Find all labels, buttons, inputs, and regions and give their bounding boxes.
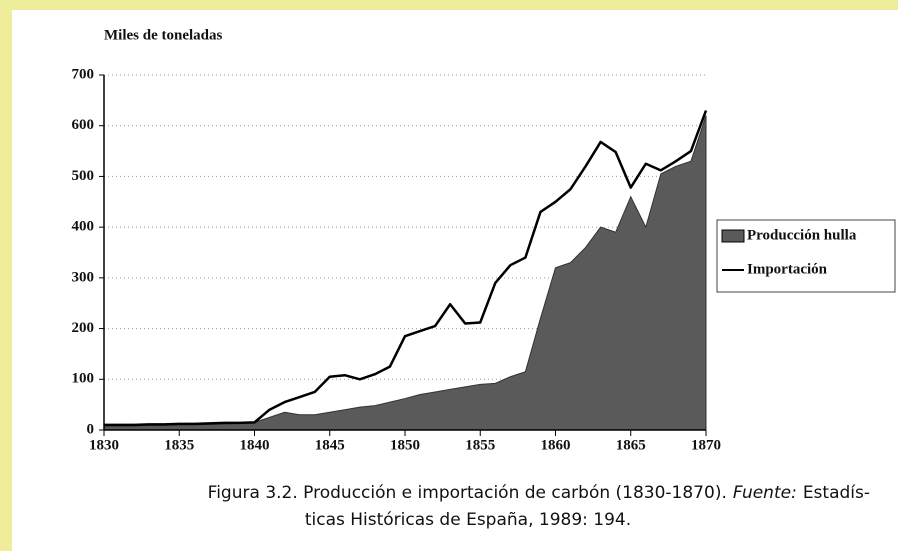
x-tick-label: 1845 [315, 437, 345, 453]
caption-source: Estadís- [803, 483, 870, 503]
panel [12, 10, 898, 551]
x-tick-label: 1830 [89, 437, 119, 453]
legend-box [716, 219, 896, 293]
legend-swatch [721, 229, 745, 243]
x-tick-label: 1865 [616, 437, 646, 453]
x-tick-label: 1840 [240, 437, 270, 453]
caption-source: ticas Históricas de España, 1989: 194. [305, 510, 631, 530]
y-tick-label: 200 [72, 320, 95, 336]
y-tick-label: 300 [72, 269, 95, 285]
caption-source-label: Fuente: [733, 483, 797, 503]
y-tick-label: 500 [72, 168, 95, 184]
caption: Figura 3.2. Producción e importación de … [208, 483, 870, 503]
x-tick-label: 1860 [541, 437, 571, 453]
x-tick-label: 1855 [465, 437, 495, 453]
y-tick-label: 100 [72, 371, 95, 387]
x-tick-label: 1850 [390, 437, 420, 453]
legend-label: Producción hulla [747, 227, 857, 243]
caption-text: Figura 3.2. Producción e importación de … [208, 483, 727, 503]
x-tick-label: 1835 [164, 437, 194, 453]
legend-label: Importación [747, 261, 828, 277]
y-tick-label: 400 [72, 219, 95, 235]
y-tick-label: 0 [87, 421, 95, 437]
y-tick-label: 600 [72, 117, 95, 133]
y-axis-label: Miles de toneladas [104, 27, 222, 43]
y-tick-label: 700 [72, 66, 95, 82]
line [104, 110, 708, 427]
x-tick-label: 1870 [691, 437, 721, 453]
